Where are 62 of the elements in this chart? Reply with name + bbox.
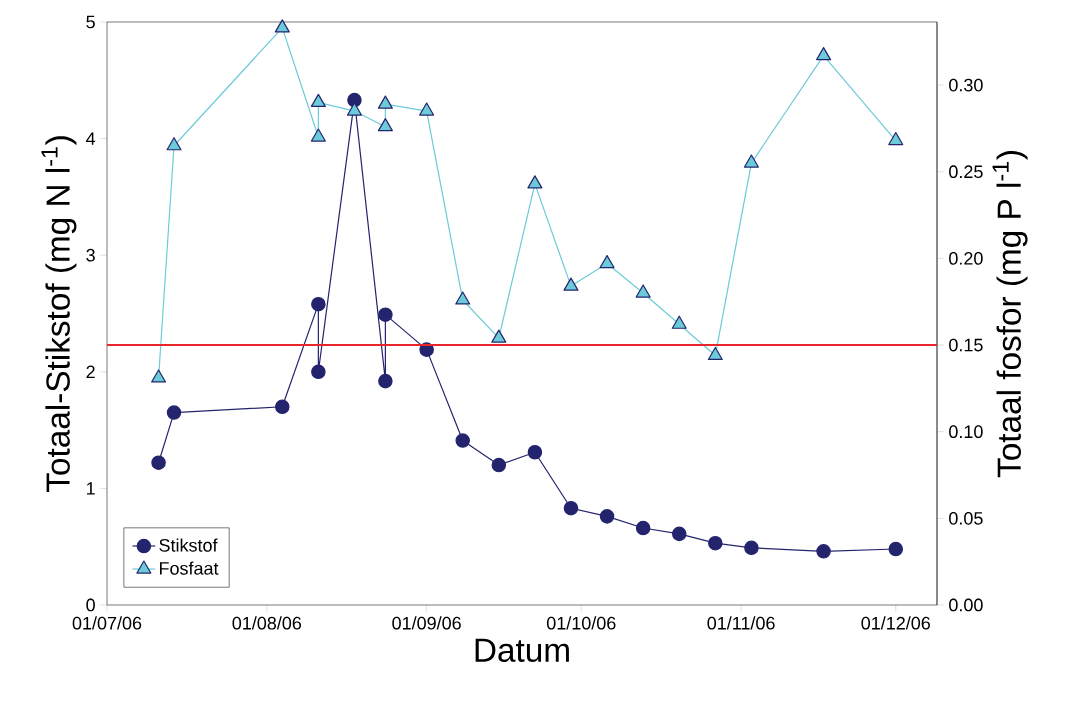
y2-tick-label: 0.30 [949,78,983,92]
point [491,457,507,473]
point [378,373,393,389]
point [377,95,393,109]
point [275,399,290,415]
point [310,93,326,107]
point [527,175,543,189]
point [310,128,326,142]
point [743,154,759,168]
y2-tick-label: 0.00 [949,598,983,612]
point [311,364,326,380]
y2-tick-label: 0.15 [949,338,983,352]
point [563,500,579,516]
x-tick-label: 01/09/06 [392,616,461,630]
point [707,346,723,361]
point [744,540,759,556]
y2-tick-label: 0.25 [949,165,983,179]
x-tick-label: 01/08/06 [232,616,302,630]
y-tick-label: 2 [86,365,95,379]
y-tick-label: 1 [87,482,95,495]
y-tick-label: 0 [86,598,95,612]
point [599,254,615,269]
point [377,118,393,132]
point [166,137,182,151]
y-tick-label: 5 [86,15,95,29]
point [346,102,362,116]
y2-tick-label: 0.20 [949,252,983,265]
point [671,526,687,542]
y-axis-title: Totaal-Stikstof (mg N l$^{-1}$) [41,136,77,492]
point [888,131,904,146]
y-tick-label: 4 [86,132,96,145]
point [419,102,435,116]
x-axis-title: Datum [475,638,569,662]
point [635,284,651,298]
legend-label: Fosfaat [159,561,219,575]
point [378,307,393,322]
x-tick-label: 01/11/06 [707,616,775,630]
point [816,544,831,559]
legend-label: Stikstof [159,538,218,552]
point [455,433,470,448]
point [455,291,471,305]
x-tick-label: 01/07/06 [72,616,142,630]
y2-axis-title: Totaal fosfor (mg P l$^{-1}$) [992,151,1028,478]
point [635,520,651,536]
point [708,535,723,551]
x-tick-label: 01/10/06 [546,616,616,630]
y-tick-label: 3 [86,248,95,262]
point [274,19,290,33]
point [491,329,507,343]
point [816,47,832,61]
point [311,296,326,312]
point [599,509,615,524]
point [151,455,166,470]
point [151,369,167,383]
point [671,315,687,329]
point [527,444,543,460]
y2-tick-label: 0.05 [949,511,983,525]
x-tick-label: 01/12/06 [861,616,930,630]
point [888,541,904,557]
point [166,405,182,420]
y2-tick-label: 0.10 [949,425,983,439]
point [563,277,579,291]
